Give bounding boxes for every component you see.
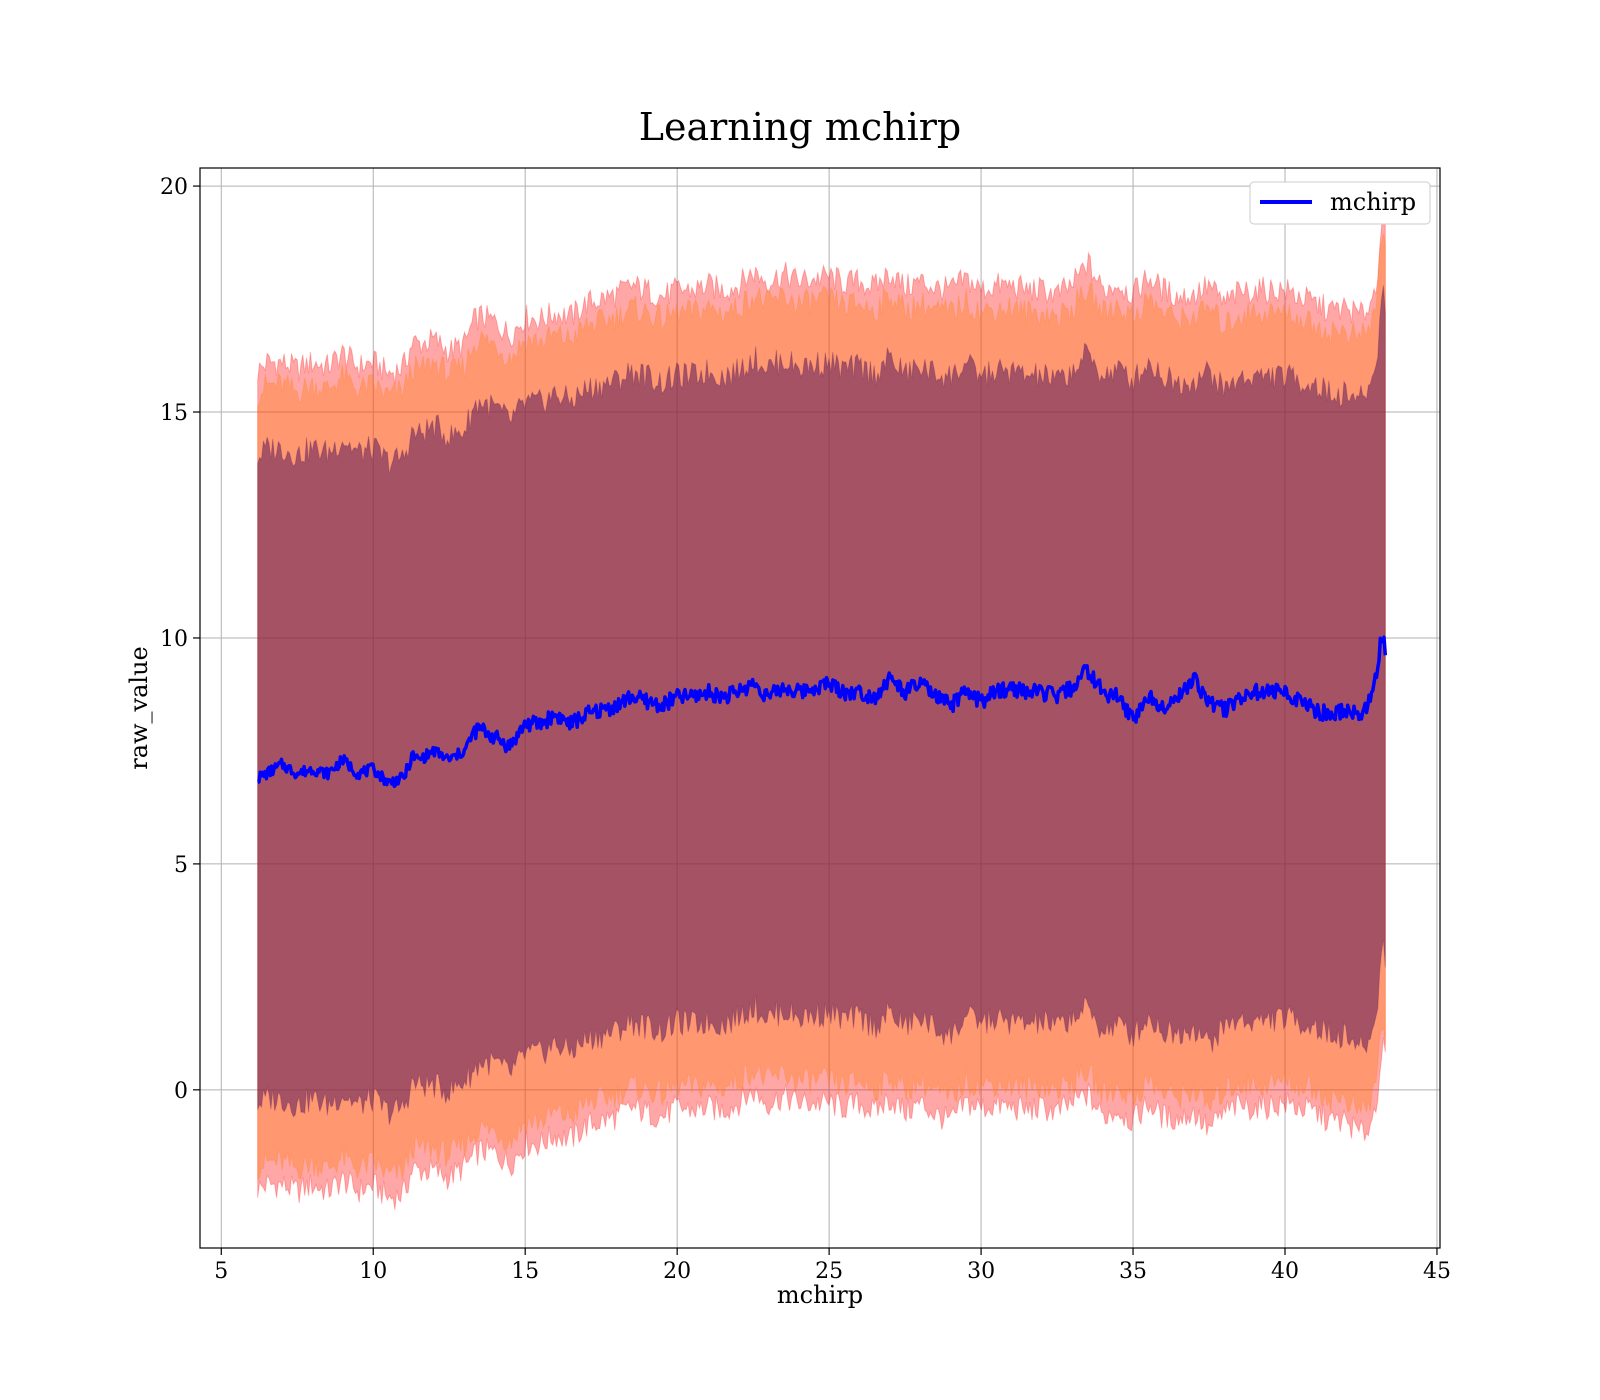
y-axis-label: raw_value [125,646,153,770]
plot-frame [199,167,1441,1249]
x-tick-label: 20 [663,1259,691,1284]
legend-box [1249,181,1431,225]
x-tick-label: 5 [214,1259,228,1284]
x-tick-label: 15 [511,1259,539,1284]
x-tick-label: 45 [1423,1259,1451,1284]
mchirp-series-line [257,635,1388,789]
x-tick-label: 10 [359,1259,387,1284]
y-axis: 0 5 10 15 20 [160,175,200,1104]
y-tick-label: 0 [174,1079,188,1104]
band-inner-area [257,285,1386,1125]
bands [257,201,1386,1210]
y-tick-label: 20 [160,175,188,200]
x-tick-label: 25 [815,1259,843,1284]
lines [257,635,1388,789]
y-tick-label: 5 [174,853,188,878]
chart-title: Learning mchirp [639,105,961,149]
x-tick-label: 40 [1271,1259,1299,1284]
y-tick-label: 10 [160,627,188,652]
x-tick-label: 30 [967,1259,995,1284]
legend: mchirp [1249,181,1431,225]
x-axis: 5 10 15 20 25 30 35 40 45 [214,1248,1451,1284]
x-axis-label: mchirp [777,1281,863,1309]
y-tick-label: 15 [160,401,188,426]
x-tick-label: 35 [1119,1259,1147,1284]
legend-label-mchirp: mchirp [1330,188,1416,216]
